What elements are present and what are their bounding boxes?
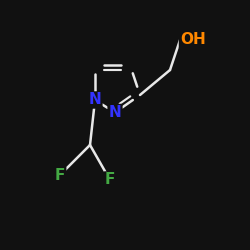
Text: OH: OH <box>180 32 206 48</box>
Text: N: N <box>88 92 102 108</box>
Text: F: F <box>55 168 65 182</box>
Text: F: F <box>105 172 115 188</box>
Text: N: N <box>108 105 122 120</box>
